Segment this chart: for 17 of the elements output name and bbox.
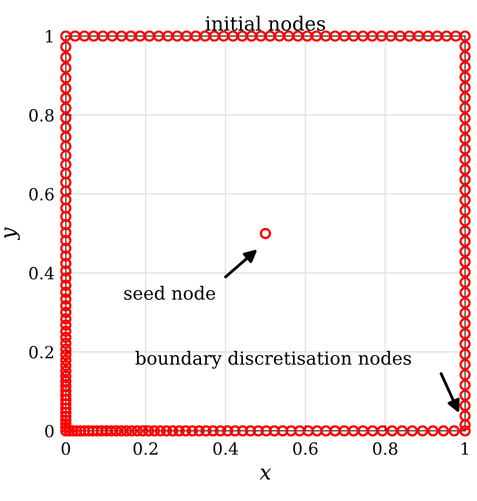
annotation: boundary discretisation nodes xyxy=(135,350,411,369)
y-axis-title: y xyxy=(4,227,20,240)
x-axis-title: x xyxy=(260,468,272,480)
annotation: seed node xyxy=(124,286,216,300)
x-tick-label: 0 xyxy=(62,442,70,455)
chart-title: initial nodes xyxy=(206,16,326,31)
y-tick-label: 0.8 xyxy=(29,108,54,122)
y-tick-label: 0.2 xyxy=(29,346,54,358)
x-tick-label: 0.4 xyxy=(213,442,238,455)
y-tick-label: 0.6 xyxy=(29,188,54,201)
y-tick-label: 0 xyxy=(45,424,54,438)
x-tick-label: 0.6 xyxy=(293,442,318,455)
y-tick-label: 1 xyxy=(46,30,52,42)
x-tick-label: 0.2 xyxy=(134,442,158,455)
y-tick-label: 0.4 xyxy=(29,266,54,280)
x-tick-label: 0.8 xyxy=(373,442,398,455)
x-tick-label: 1 xyxy=(462,442,468,455)
